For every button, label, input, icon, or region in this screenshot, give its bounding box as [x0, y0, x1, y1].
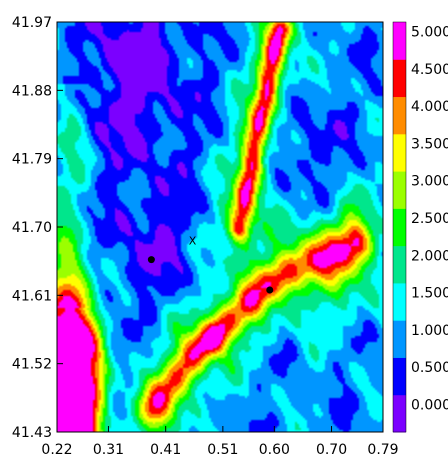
- y-tick-label: 41.97: [12, 15, 52, 31]
- x-tick-label: 0.22: [41, 442, 72, 458]
- colorbar-swatch: [393, 96, 406, 135]
- plot-area: [56, 21, 384, 433]
- colorbar-frame: [392, 21, 407, 433]
- colorbar-label: 1.000: [411, 323, 448, 339]
- colorbar-swatch: [393, 357, 406, 396]
- colorbar-label: 2.500: [411, 211, 448, 227]
- colorbar-label: 0.500: [411, 360, 448, 376]
- colorbar-label: 4.500: [411, 62, 448, 78]
- x-tick-label: 0.79: [367, 442, 398, 458]
- x-tick-label: 0.31: [93, 442, 124, 458]
- colorbar-swatch: [393, 22, 406, 60]
- x-tick-label: 0.51: [207, 442, 238, 458]
- colorbar-label: 4.000: [411, 99, 448, 115]
- x-tick-label: 0.60: [259, 442, 290, 458]
- y-tick-label: 41.79: [12, 152, 52, 168]
- y-tick-label: 41.61: [12, 288, 52, 304]
- colorbar-swatch: [393, 245, 406, 284]
- y-axis: 41.43 41.52 41.61 41.70 41.79 41.88 41.97: [12, 15, 63, 441]
- x-tick-label: 0.41: [150, 442, 181, 458]
- marker-dot: [266, 286, 274, 294]
- y-tick-label: 41.88: [12, 83, 52, 99]
- x-axis: 0.22 0.31 0.41 0.51 0.60 0.70 0.79: [41, 426, 399, 458]
- colorbar-label: 1.500: [411, 286, 448, 302]
- colorbar-swatch: [393, 282, 406, 321]
- colorbar-swatch: [393, 133, 406, 172]
- y-tick-label: 41.70: [12, 220, 52, 236]
- colorbar-label: 3.500: [411, 136, 448, 152]
- marker-x-label: X: [189, 235, 197, 248]
- colorbar-swatch: [393, 320, 406, 358]
- x-tick-label: 0.70: [316, 442, 347, 458]
- colorbar-label: 5.000: [411, 25, 448, 41]
- colorbar-swatch: [393, 208, 406, 247]
- y-tick-label: 41.43: [12, 425, 52, 441]
- colorbar-label: 2.000: [411, 248, 448, 264]
- colorbar-label: 3.000: [411, 174, 448, 190]
- colorbar-label: 0.000: [411, 397, 448, 413]
- colorbar-swatch: [393, 59, 406, 98]
- colorbar: 0.000 0.500 1.000 1.500 2.000 2.500 3.000 3.500…: [392, 21, 448, 433]
- colorbar-swatch: [393, 171, 406, 209]
- y-tick-label: 41.52: [12, 357, 52, 373]
- marker-dot: [147, 256, 155, 264]
- heatmap-field: [57, 22, 383, 432]
- colorbar-swatch: [393, 394, 406, 433]
